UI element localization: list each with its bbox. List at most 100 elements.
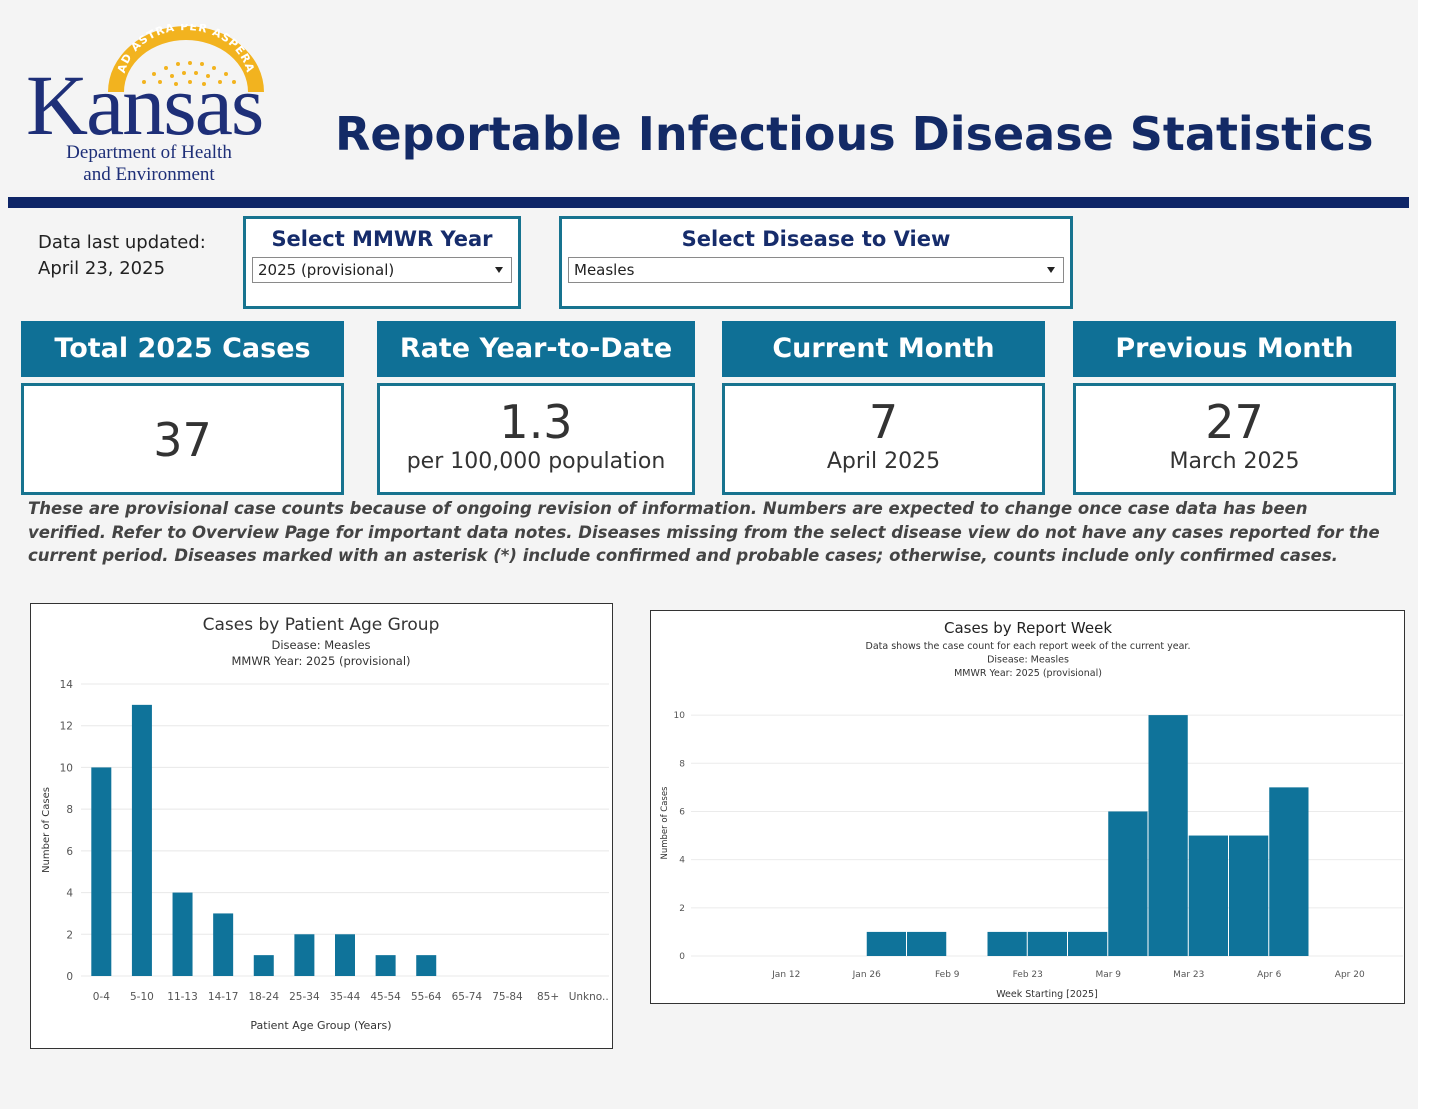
year-select[interactable]: 2025 (provisional)	[252, 257, 512, 283]
y-tick-label: 4	[66, 888, 73, 900]
bar	[253, 955, 274, 976]
kpi-title: Current Month	[722, 321, 1045, 377]
kpi-value-box: 1.3 per 100,000 population	[377, 383, 695, 495]
bar	[213, 913, 234, 976]
age-group-chart: Cases by Patient Age Group Disease: Measl…	[41, 615, 609, 1032]
header-divider	[8, 197, 1409, 208]
y-tick-label: 6	[66, 846, 73, 858]
bar	[172, 892, 193, 976]
provisional-data-note: These are provisional case counts becaus…	[28, 499, 1380, 565]
bar	[866, 931, 906, 956]
disease-filter-title: Select Disease to View	[681, 227, 951, 251]
bar	[416, 955, 437, 976]
bar	[131, 704, 152, 976]
disease-select-value: Measles	[574, 261, 635, 279]
kpi-value-box: 27 March 2025	[1073, 383, 1396, 495]
x-axis-label: Patient Age Group (Years)	[250, 1019, 391, 1032]
chart-subtitle: Disease: Measles	[987, 655, 1069, 666]
year-filter: Select MMWR Year 2025 (provisional)	[243, 216, 521, 309]
bar	[1148, 715, 1188, 956]
x-tick-label: Mar 9	[1095, 970, 1121, 980]
kpi-value: 7	[868, 395, 899, 449]
page-title: Reportable Infectious Disease Statistics	[335, 107, 1374, 161]
y-tick-label: 2	[66, 929, 73, 941]
bar	[91, 767, 112, 976]
bar	[294, 934, 315, 976]
chart-subtitle: Data shows the case count for each repor…	[866, 641, 1191, 652]
report-week-chart: Cases by Report Week Data shows the case …	[660, 619, 1403, 1000]
chart-subtitle: Disease: Measles	[271, 638, 370, 652]
report-week-chart-panel: Cases by Report Week Data shows the case …	[650, 610, 1405, 1004]
x-tick-label: Unkno..	[569, 991, 609, 1003]
chart-title: Cases by Report Week	[944, 619, 1112, 637]
kpi-title: Previous Month	[1073, 321, 1396, 377]
x-tick-label: 11-13	[167, 991, 198, 1003]
kpi-subtext: March 2025	[1169, 449, 1300, 474]
x-tick-label: 45-54	[370, 991, 401, 1003]
x-tick-label: 65-74	[452, 991, 483, 1003]
x-tick-label: 0-4	[93, 991, 110, 1003]
x-tick-label: 14-17	[208, 991, 239, 1003]
updated-label: Data last updated:	[38, 232, 206, 253]
x-tick-label: Mar 23	[1173, 970, 1204, 980]
kpi-value-box: 7 April 2025	[722, 383, 1045, 495]
age-group-chart-panel: Cases by Patient Age Group Disease: Measl…	[30, 603, 613, 1049]
dashboard-page: AD ASTRA PER ASPERA Kansas Department of…	[0, 0, 1418, 1109]
y-axis-label: Number of Cases	[41, 787, 52, 873]
y-tick-label: 10	[674, 711, 686, 721]
kpi-card-current-month: Current Month 7 April 2025	[722, 321, 1045, 495]
bar	[335, 934, 355, 976]
y-axis-label: Number of Cases	[660, 786, 670, 860]
y-tick-label: 14	[60, 679, 74, 691]
kpi-card-previous-month: Previous Month 27 March 2025	[1073, 321, 1396, 495]
x-tick-label: Feb 23	[1013, 970, 1043, 980]
kpi-value: 37	[153, 413, 212, 467]
bar	[907, 931, 947, 956]
chart-subtitle: MMWR Year: 2025 (provisional)	[232, 654, 411, 668]
star-field-icon	[142, 61, 236, 86]
bar	[1027, 931, 1067, 956]
dropdown-caret-icon	[1047, 267, 1055, 273]
disease-select[interactable]: Measles	[568, 257, 1064, 283]
y-tick-label: 0	[679, 952, 685, 962]
y-tick-label: 2	[679, 904, 685, 914]
year-filter-title: Select MMWR Year	[271, 227, 493, 251]
x-tick-label: 18-24	[249, 991, 280, 1003]
chart-subtitle: MMWR Year: 2025 (provisional)	[954, 668, 1102, 679]
x-tick-label: 5-10	[130, 991, 154, 1003]
kdhe-logo: AD ASTRA PER ASPERA Kansas Department of…	[26, 24, 276, 189]
y-tick-label: 12	[60, 721, 73, 733]
logo-department: Department of Health and Environment	[54, 142, 244, 186]
x-axis-label: Week Starting [2025]	[996, 989, 1098, 1000]
y-tick-label: 8	[679, 759, 685, 769]
x-tick-label: 75-84	[492, 991, 523, 1003]
kpi-title: Rate Year-to-Date	[377, 321, 695, 377]
x-tick-label: 35-44	[330, 991, 361, 1003]
updated-date: April 23, 2025	[38, 258, 166, 279]
x-tick-label: Apr 6	[1257, 970, 1281, 980]
kpi-subtext: April 2025	[826, 449, 941, 474]
x-tick-label: 85+	[537, 991, 559, 1003]
year-select-value: 2025 (provisional)	[258, 261, 395, 279]
bar	[1269, 787, 1309, 956]
x-tick-label: Apr 20	[1335, 970, 1365, 980]
bar	[1188, 835, 1228, 956]
chart-title: Cases by Patient Age Group	[203, 615, 440, 635]
bar	[1068, 931, 1108, 956]
data-updated-info: Data last updated: April 23, 2025	[38, 230, 206, 282]
x-tick-label: 25-34	[289, 991, 320, 1003]
bar	[987, 931, 1027, 956]
y-tick-label: 4	[679, 856, 685, 866]
bar	[1229, 835, 1269, 956]
y-tick-label: 6	[679, 807, 685, 817]
kpi-value-box: 37	[21, 383, 344, 495]
logo-dept-line2: and Environment	[83, 164, 215, 185]
kpi-card-rate: Rate Year-to-Date 1.3 per 100,000 popula…	[377, 321, 695, 495]
logo-wordmark: Kansas	[26, 57, 264, 153]
disease-filter: Select Disease to View Measles	[559, 216, 1073, 309]
y-tick-label: 10	[60, 762, 73, 774]
y-tick-label: 0	[66, 971, 73, 983]
sunburst-arc-icon: AD ASTRA PER ASPERA	[108, 24, 264, 92]
kpi-value: 27	[1205, 395, 1264, 449]
bar	[375, 955, 396, 976]
